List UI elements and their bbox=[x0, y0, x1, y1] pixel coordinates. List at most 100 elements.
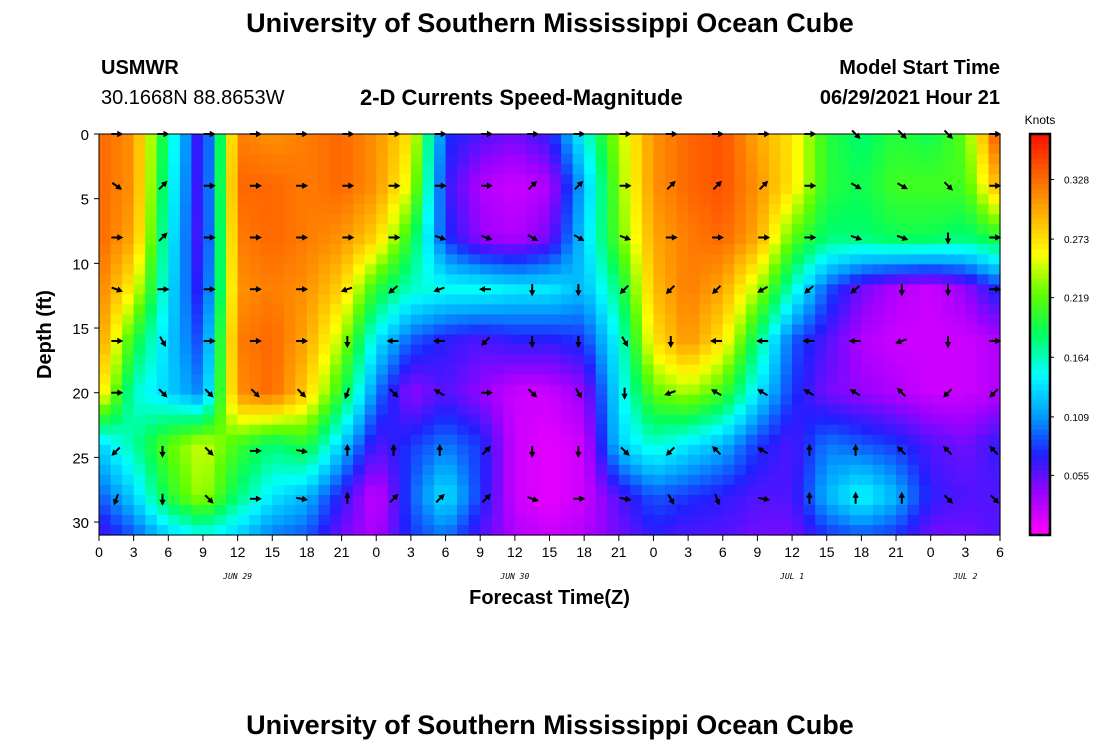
heatmap-cell bbox=[549, 494, 562, 506]
heatmap-cell bbox=[768, 524, 782, 536]
heatmap-cell bbox=[237, 364, 250, 376]
current-vector bbox=[712, 284, 722, 295]
heatmap-cell bbox=[514, 524, 527, 536]
heatmap-cell bbox=[145, 474, 158, 486]
heatmap-cell bbox=[826, 174, 839, 185]
heatmap-cell bbox=[572, 194, 585, 205]
heatmap-cell bbox=[722, 474, 735, 486]
heatmap-cell bbox=[699, 434, 712, 446]
heatmap-cell bbox=[226, 214, 239, 225]
heatmap-cell bbox=[688, 214, 701, 225]
heatmap-cell bbox=[110, 274, 123, 285]
heatmap-cell bbox=[919, 334, 932, 346]
heatmap-cell bbox=[757, 144, 770, 155]
heatmap-cell bbox=[318, 434, 331, 446]
heatmap-cell bbox=[919, 434, 932, 446]
heatmap-cell bbox=[422, 444, 435, 456]
heatmap-cell bbox=[214, 154, 227, 165]
heatmap-cell bbox=[145, 174, 158, 185]
heatmap-cell bbox=[156, 504, 169, 516]
heatmap-cell bbox=[872, 414, 886, 426]
heatmap-cell bbox=[919, 484, 932, 496]
heatmap-cell bbox=[630, 294, 643, 306]
heatmap-cell bbox=[260, 264, 273, 275]
current-vector bbox=[806, 491, 813, 504]
heatmap-cell bbox=[584, 314, 597, 326]
heatmap-cell bbox=[410, 454, 424, 466]
heatmap-cell bbox=[433, 464, 447, 476]
heatmap-cell bbox=[526, 344, 539, 356]
heatmap-cell bbox=[549, 434, 562, 446]
heatmap-cell bbox=[699, 214, 712, 225]
heatmap-cell bbox=[191, 304, 204, 316]
heatmap-cell bbox=[815, 434, 828, 446]
heatmap-cell bbox=[445, 504, 458, 516]
heatmap-cell bbox=[468, 484, 481, 496]
current-vector bbox=[757, 389, 769, 397]
heatmap-cell bbox=[191, 434, 204, 446]
heatmap-cell bbox=[422, 194, 435, 205]
heatmap-cell bbox=[457, 494, 470, 506]
heatmap-cell bbox=[480, 454, 493, 466]
heatmap-cell bbox=[665, 154, 678, 165]
colorbar-segment bbox=[1030, 389, 1050, 396]
heatmap-cell bbox=[919, 414, 932, 426]
heatmap-cell bbox=[745, 304, 759, 316]
heatmap-cell bbox=[872, 274, 886, 285]
heatmap-cell bbox=[537, 144, 551, 155]
heatmap-cell bbox=[445, 474, 458, 486]
heatmap-cell bbox=[641, 324, 655, 336]
heatmap-cell bbox=[156, 514, 169, 526]
heatmap-cell bbox=[653, 494, 666, 506]
heatmap-cell bbox=[607, 184, 620, 195]
heatmap-cell bbox=[849, 144, 862, 155]
heatmap-cell bbox=[630, 334, 643, 346]
heatmap-cell bbox=[711, 214, 724, 225]
heatmap-cell bbox=[572, 404, 585, 416]
heatmap-cell bbox=[122, 254, 135, 265]
heatmap-cell bbox=[260, 444, 273, 456]
heatmap-cell bbox=[942, 424, 955, 436]
heatmap-cell bbox=[965, 174, 978, 185]
heatmap-cell bbox=[283, 294, 296, 306]
heatmap-cell bbox=[491, 494, 504, 506]
heatmap-cell bbox=[572, 264, 585, 275]
heatmap-cell bbox=[572, 324, 585, 336]
heatmap-cell bbox=[110, 384, 123, 396]
heatmap-cell bbox=[387, 294, 400, 306]
heatmap-cell bbox=[214, 504, 227, 516]
heatmap-cell bbox=[110, 174, 123, 185]
heatmap-cell bbox=[768, 144, 782, 155]
heatmap-cell bbox=[283, 194, 296, 205]
heatmap-cell bbox=[422, 354, 435, 366]
heatmap-cell bbox=[410, 324, 424, 336]
heatmap-cell bbox=[584, 404, 597, 416]
heatmap-cell bbox=[226, 144, 239, 155]
heatmap-cell bbox=[803, 194, 816, 205]
heatmap-cell bbox=[133, 174, 146, 185]
heatmap-cell bbox=[156, 144, 169, 155]
heatmap-cell bbox=[988, 204, 1001, 215]
heatmap-cell bbox=[803, 414, 816, 426]
heatmap-cell bbox=[745, 154, 759, 165]
heatmap-cell bbox=[653, 384, 666, 396]
heatmap-cell bbox=[191, 254, 204, 265]
heatmap-cell bbox=[896, 404, 909, 416]
heatmap-cell bbox=[734, 484, 747, 496]
heatmap-cell bbox=[884, 484, 897, 496]
heatmap-cell bbox=[99, 294, 112, 306]
heatmap-cell bbox=[676, 464, 689, 476]
heatmap-cell bbox=[179, 494, 193, 506]
heatmap-cell bbox=[861, 204, 874, 215]
heatmap-cell bbox=[457, 274, 470, 285]
heatmap-cell bbox=[815, 344, 828, 356]
heatmap-cell bbox=[133, 134, 146, 145]
heatmap-cell bbox=[919, 234, 932, 245]
heatmap-cell bbox=[283, 134, 296, 145]
heatmap-cell bbox=[572, 454, 585, 466]
heatmap-cell bbox=[99, 384, 112, 396]
heatmap-cell bbox=[584, 494, 597, 506]
current-vector bbox=[203, 337, 216, 345]
heatmap-cell bbox=[630, 414, 643, 426]
heatmap-cell bbox=[168, 314, 181, 326]
